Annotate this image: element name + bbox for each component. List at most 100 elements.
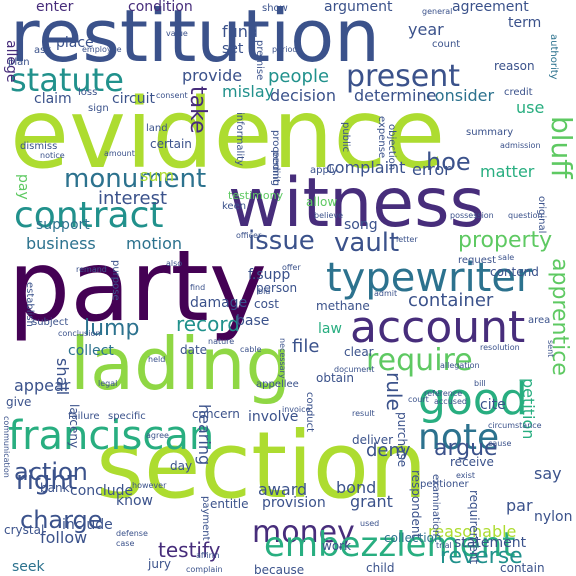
word-cable: cable: [240, 345, 262, 354]
word-give: give: [6, 395, 32, 409]
word-f-supp: f.supp: [248, 267, 291, 283]
word-vault: vault: [334, 228, 400, 258]
word-provide: provide: [182, 66, 243, 85]
word-purchase: purchase: [395, 412, 409, 468]
word-letter: letter: [396, 235, 418, 244]
word-grant: grant: [350, 492, 393, 511]
word-circumstance: circumstance: [488, 421, 542, 430]
word-clear: clear: [344, 345, 374, 359]
word-exist: exist: [456, 471, 476, 480]
word-because: because: [254, 563, 305, 576]
word-keen: keen: [222, 201, 247, 212]
word-charge: charge: [20, 506, 103, 534]
word-payment: payment: [200, 496, 211, 541]
word-embezzlement: embezzlement: [264, 525, 516, 565]
word-lump: lump: [84, 316, 140, 341]
word-necessary: necessary: [278, 338, 287, 379]
word-consider: consider: [426, 86, 495, 105]
word-appear: appear: [14, 376, 71, 395]
word-allow: allow: [306, 195, 338, 209]
word-restitution: restitution: [10, 0, 380, 78]
word-present: present: [346, 59, 461, 94]
word-conclude: conclude: [70, 483, 134, 499]
word-ask: ask: [34, 45, 52, 56]
word-sum: sum: [140, 166, 175, 185]
word-container: container: [408, 290, 494, 311]
word-sent: sent: [546, 340, 555, 358]
word-error: error: [412, 160, 451, 179]
word-trial: trial: [436, 541, 452, 550]
word-defense: defense: [116, 529, 148, 538]
word-specific: specific: [108, 411, 146, 422]
word-term: term: [508, 15, 542, 31]
word-period: period: [272, 45, 298, 54]
word-certain: certain: [150, 137, 192, 151]
word-lading: lading: [70, 322, 292, 406]
word-claim: claim: [34, 91, 72, 107]
word-monument: monument: [64, 164, 207, 194]
word-person: person: [256, 281, 298, 295]
word-people: people: [268, 66, 330, 87]
word-cite: cite: [480, 397, 506, 413]
word-however: however: [132, 481, 167, 490]
word-argument: argument: [324, 0, 393, 15]
word-pay: pay: [15, 174, 31, 200]
word-receive: receive: [450, 455, 494, 469]
word-apply: apply: [310, 165, 338, 176]
word-invoice: invoice: [282, 405, 311, 414]
word-bill: bill: [474, 379, 486, 388]
word-agree: agree: [146, 431, 169, 440]
word-issue: issue: [248, 226, 315, 256]
word-sale: sale: [498, 253, 515, 262]
word-matter: matter: [480, 162, 535, 181]
word-affirm: affirm: [196, 551, 220, 560]
word-good: good: [418, 374, 528, 425]
word-fund: fund: [222, 22, 259, 41]
word-witness: witness: [228, 164, 485, 243]
word-award: award: [258, 480, 308, 499]
word-reference: reference: [424, 389, 463, 398]
word-note: note: [418, 417, 500, 458]
word-held: held: [148, 355, 166, 364]
word-count: count: [432, 39, 461, 50]
word-petition: petition: [519, 378, 538, 440]
word-loss: loss: [78, 87, 98, 98]
word-conclusion: conclusion: [58, 329, 101, 338]
word-entitle: entitle: [210, 497, 249, 511]
word-determine: determine: [354, 86, 437, 105]
word-find: find: [190, 283, 206, 292]
word-bid: bid: [258, 287, 271, 296]
word-cause: cause: [488, 439, 512, 448]
word-communication: communication: [2, 416, 11, 478]
word-agreement: agreement: [452, 0, 529, 15]
word-file: file: [292, 336, 320, 357]
word-land: land: [146, 123, 168, 134]
word-sign: sign: [88, 103, 109, 114]
word-rule: rule: [382, 372, 406, 411]
word-interest: interest: [98, 188, 168, 209]
word-franciscan: franciscan: [8, 413, 215, 459]
word-account: account: [350, 302, 526, 353]
word-question: question: [508, 211, 543, 220]
word-place: place: [56, 35, 94, 51]
word-dismiss: dismiss: [20, 141, 58, 152]
word-law: law: [318, 321, 342, 337]
word-collect: collect: [68, 343, 114, 359]
word-date: date: [180, 343, 208, 357]
word-party: party: [8, 230, 267, 344]
word-money: money: [252, 515, 355, 550]
word-bluff: bluff: [545, 116, 576, 179]
word-complain: complain: [186, 565, 223, 574]
word-also: also: [166, 259, 183, 268]
word-statute: statute: [10, 61, 124, 99]
word-reverse: reverse: [440, 544, 523, 569]
word-amount: amount: [104, 149, 135, 158]
word-case: case: [116, 539, 135, 548]
word-request: request: [458, 255, 497, 266]
word-follow: follow: [40, 528, 88, 547]
word-general: general: [422, 7, 453, 16]
word-set: set: [222, 41, 244, 57]
word-take: take: [185, 86, 210, 134]
word-provision: provision: [262, 495, 326, 511]
word-support: support: [36, 217, 90, 233]
